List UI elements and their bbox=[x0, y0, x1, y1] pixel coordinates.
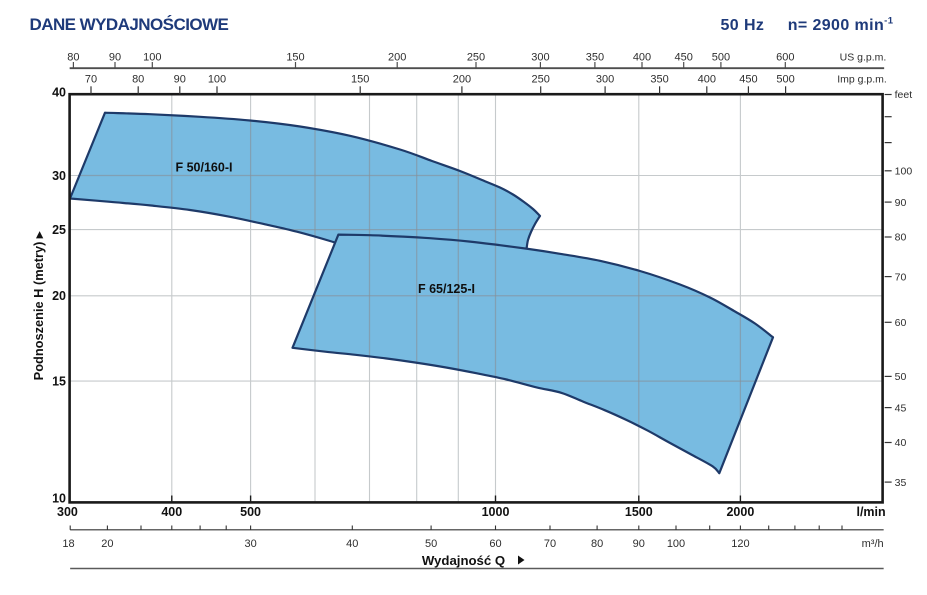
svg-text:Imp g.p.m.: Imp g.p.m. bbox=[837, 74, 887, 86]
svg-text:120: 120 bbox=[731, 538, 749, 550]
svg-text:15: 15 bbox=[52, 374, 66, 388]
svg-text:35: 35 bbox=[895, 477, 907, 489]
svg-text:100: 100 bbox=[143, 52, 161, 64]
svg-text:300: 300 bbox=[531, 52, 549, 64]
svg-text:80: 80 bbox=[132, 74, 144, 86]
svg-text:Wydajność Q: Wydajność Q bbox=[422, 553, 505, 568]
svg-text:80: 80 bbox=[67, 52, 79, 64]
svg-text:400: 400 bbox=[161, 505, 182, 519]
svg-text:450: 450 bbox=[739, 74, 757, 86]
svg-text:250: 250 bbox=[467, 52, 485, 64]
svg-text:90: 90 bbox=[633, 538, 645, 550]
svg-text:80: 80 bbox=[895, 232, 907, 244]
svg-text:100: 100 bbox=[208, 74, 226, 86]
svg-text:500: 500 bbox=[240, 505, 261, 519]
svg-text:m³/h: m³/h bbox=[862, 538, 884, 550]
svg-text:80: 80 bbox=[591, 538, 603, 550]
svg-text:50 Hz: 50 Hz bbox=[721, 17, 765, 34]
svg-text:Podnoszenie H (metry) ▸: Podnoszenie H (metry) ▸ bbox=[31, 230, 46, 380]
svg-text:350: 350 bbox=[586, 52, 604, 64]
svg-text:150: 150 bbox=[286, 52, 304, 64]
svg-text:600: 600 bbox=[776, 52, 794, 64]
svg-text:DANE WYDAJNOŚCIOWE: DANE WYDAJNOŚCIOWE bbox=[30, 15, 229, 34]
svg-text:50: 50 bbox=[895, 371, 907, 383]
svg-text:70: 70 bbox=[895, 271, 907, 283]
svg-text:US g.p.m.: US g.p.m. bbox=[840, 52, 887, 64]
svg-text:45: 45 bbox=[895, 402, 907, 414]
svg-text:400: 400 bbox=[698, 74, 716, 86]
svg-text:70: 70 bbox=[544, 538, 556, 550]
svg-text:300: 300 bbox=[596, 74, 614, 86]
svg-text:2000: 2000 bbox=[726, 505, 754, 519]
svg-text:25: 25 bbox=[52, 223, 66, 237]
svg-text:n= 2900 min-1: n= 2900 min-1 bbox=[788, 16, 894, 35]
svg-text:30: 30 bbox=[244, 538, 256, 550]
svg-text:150: 150 bbox=[351, 74, 369, 86]
svg-text:90: 90 bbox=[109, 52, 121, 64]
svg-text:1500: 1500 bbox=[625, 505, 653, 519]
svg-text:70: 70 bbox=[85, 74, 97, 86]
svg-text:350: 350 bbox=[650, 74, 668, 86]
svg-text:90: 90 bbox=[895, 197, 907, 209]
svg-text:F 50/160-I: F 50/160-I bbox=[176, 161, 233, 175]
svg-text:90: 90 bbox=[174, 74, 186, 86]
svg-text:500: 500 bbox=[712, 52, 730, 64]
svg-text:50: 50 bbox=[425, 538, 437, 550]
svg-text:100: 100 bbox=[895, 166, 913, 178]
svg-text:18: 18 bbox=[62, 538, 74, 550]
svg-text:200: 200 bbox=[388, 52, 406, 64]
svg-text:500: 500 bbox=[776, 74, 794, 86]
svg-text:30: 30 bbox=[52, 169, 66, 183]
svg-text:20: 20 bbox=[101, 538, 113, 550]
svg-text:200: 200 bbox=[453, 74, 471, 86]
svg-text:60: 60 bbox=[489, 538, 501, 550]
svg-text:250: 250 bbox=[532, 74, 550, 86]
svg-text:400: 400 bbox=[633, 52, 651, 64]
svg-text:20: 20 bbox=[52, 289, 66, 303]
svg-text:450: 450 bbox=[675, 52, 693, 64]
svg-text:300: 300 bbox=[57, 505, 78, 519]
svg-text:60: 60 bbox=[895, 317, 907, 329]
svg-text:100: 100 bbox=[667, 538, 685, 550]
svg-text:40: 40 bbox=[895, 437, 907, 449]
svg-text:feet: feet bbox=[895, 89, 913, 101]
svg-text:40: 40 bbox=[346, 538, 358, 550]
svg-text:40: 40 bbox=[52, 86, 66, 100]
svg-text:10: 10 bbox=[52, 491, 66, 505]
svg-text:l/min: l/min bbox=[856, 505, 885, 519]
svg-text:F 65/125-I: F 65/125-I bbox=[418, 282, 475, 296]
svg-text:1000: 1000 bbox=[482, 505, 510, 519]
